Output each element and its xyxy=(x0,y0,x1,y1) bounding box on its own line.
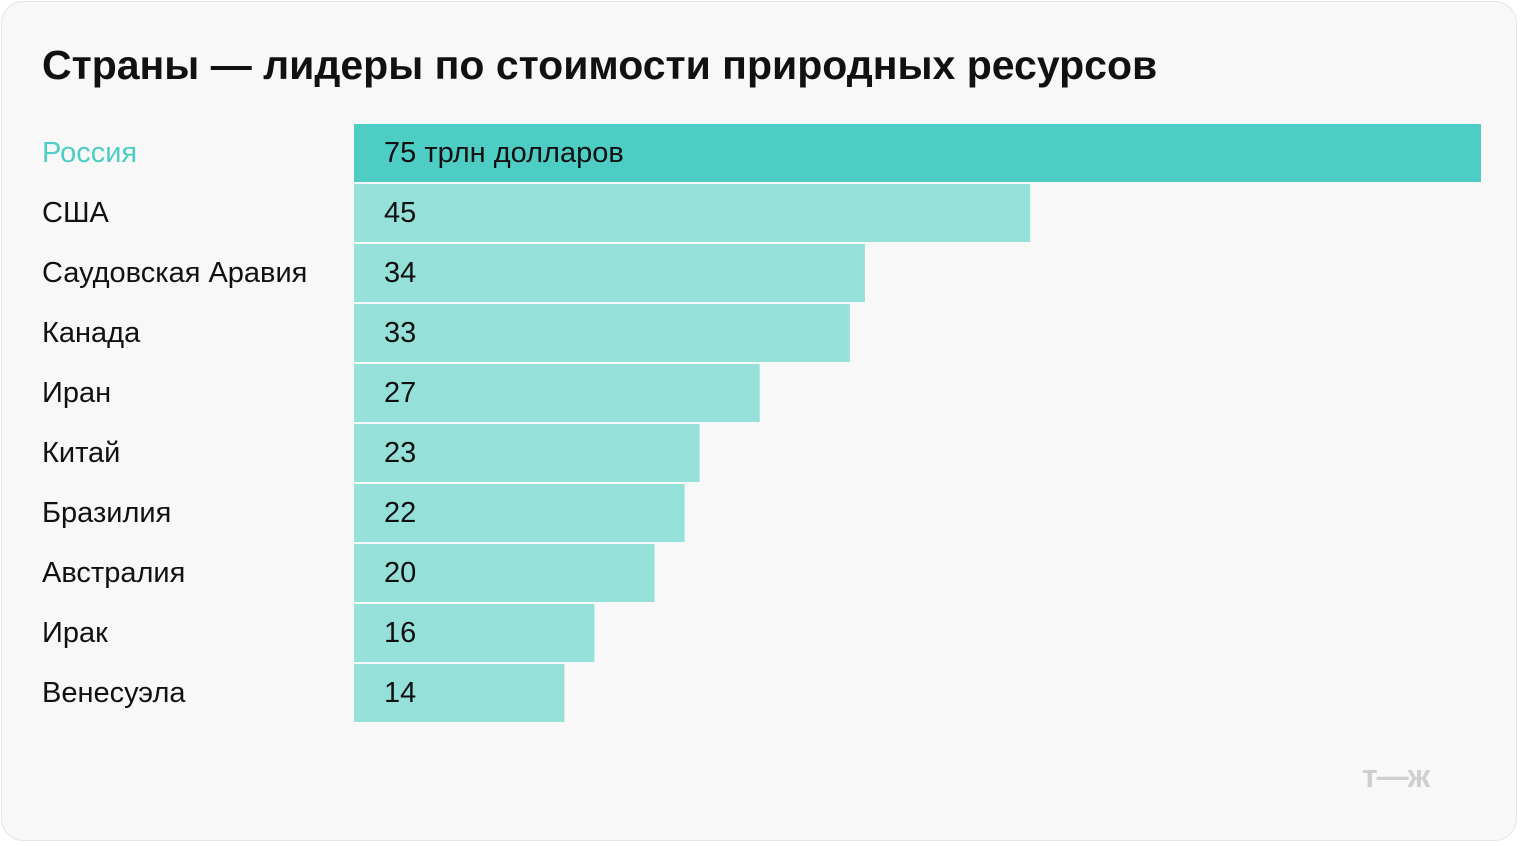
bar-7 xyxy=(354,484,685,542)
bar-6 xyxy=(354,424,700,482)
value-label-6: 23 xyxy=(384,437,416,469)
value-label-3: 34 xyxy=(384,257,416,289)
bar-2 xyxy=(354,184,1031,242)
tzh-logo: т—ж xyxy=(1362,758,1430,794)
bar-8 xyxy=(354,544,655,602)
bar-9 xyxy=(354,604,595,662)
category-label-5: Иран xyxy=(42,377,111,409)
category-label-3: Саудовская Аравия xyxy=(42,257,307,289)
value-label-1: 75 трлн долларов xyxy=(384,137,624,169)
bar-4 xyxy=(354,304,850,362)
category-label-10: Венесуэла xyxy=(42,677,186,709)
bar-1 xyxy=(354,124,1481,182)
value-label-5: 27 xyxy=(384,377,416,409)
value-label-10: 14 xyxy=(384,677,416,709)
value-label-2: 45 xyxy=(384,197,416,229)
category-label-8: Австралия xyxy=(42,557,185,589)
category-label-2: США xyxy=(42,197,110,229)
value-label-4: 33 xyxy=(384,317,416,349)
value-label-8: 20 xyxy=(384,557,416,589)
category-label-1: Россия xyxy=(42,137,137,169)
category-label-9: Ирак xyxy=(42,617,108,649)
chart-title: Страны — лидеры по стоимости природных р… xyxy=(42,42,1158,88)
category-label-7: Бразилия xyxy=(42,497,171,529)
value-label-7: 22 xyxy=(384,497,416,529)
bar-10 xyxy=(354,664,565,722)
category-label-6: Китай xyxy=(42,437,120,469)
value-label-9: 16 xyxy=(384,617,416,649)
category-label-4: Канада xyxy=(42,317,141,349)
bar-5 xyxy=(354,364,760,422)
bar-3 xyxy=(354,244,865,302)
